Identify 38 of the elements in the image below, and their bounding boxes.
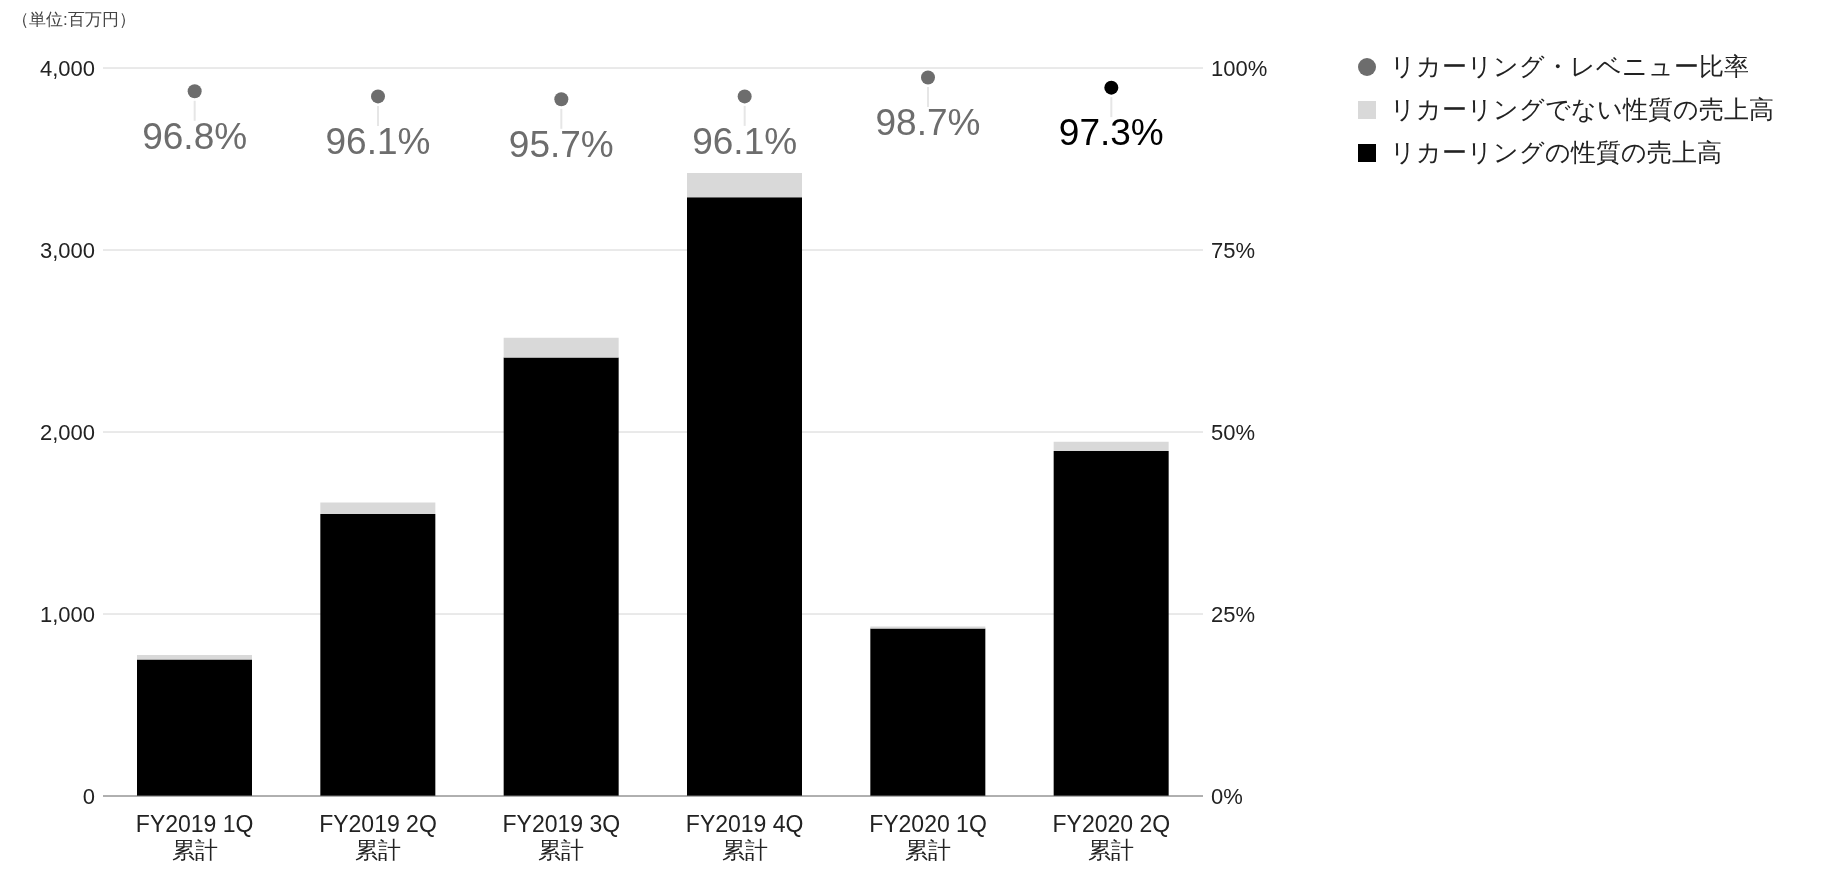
bar	[687, 197, 802, 796]
x-tick-label: FY2020 1Q 累計	[869, 811, 987, 863]
y2-tick-label: 0%	[1211, 783, 1243, 809]
bar	[870, 626, 986, 629]
data-label: 97.3%	[1058, 112, 1164, 154]
x-tick-label: FY2019 4Q 累計	[685, 811, 804, 863]
data-label: 96.1%	[692, 120, 798, 162]
bar	[1053, 451, 1169, 796]
data-label: 95.7%	[508, 123, 614, 165]
bar	[320, 513, 436, 796]
data-label: 98.7%	[875, 101, 981, 143]
x-tick-label: FY2019 3Q 累計	[502, 811, 621, 863]
y2-tick-label: 50%	[1211, 419, 1256, 445]
data-label: 96.8%	[142, 115, 248, 157]
data-label: 96.1%	[325, 120, 431, 162]
bar	[687, 173, 802, 198]
bar	[503, 357, 619, 796]
bar	[1053, 441, 1169, 452]
y-tick-label: 0	[82, 783, 95, 809]
bar	[870, 628, 986, 796]
y2-tick-label: 25%	[1211, 601, 1256, 627]
bar	[137, 659, 252, 796]
bar	[137, 654, 252, 660]
y-tick-label: 4,000	[39, 55, 95, 81]
legend-label: リカーリングでない性質の売上高	[1390, 94, 1774, 125]
y-tick-label: 1,000	[39, 601, 95, 627]
text: （単位:百万円）	[12, 9, 136, 31]
x-tick-label: FY2020 2Q 累計	[1052, 811, 1171, 863]
bar	[503, 337, 619, 358]
x-tick-label: FY2019 1Q 累計	[135, 811, 254, 863]
y2-tick-label: 75%	[1211, 237, 1256, 263]
legend-label: リカーリングの性質の売上高	[1390, 137, 1722, 168]
legend-label: リカーリング・レベニュー比率	[1390, 51, 1749, 82]
y-tick-label: 3,000	[39, 237, 95, 263]
x-tick-label: FY2019 2Q 累計	[319, 811, 437, 863]
y-tick-label: 2,000	[39, 419, 95, 445]
bar	[320, 502, 436, 514]
y2-tick-label: 100%	[1211, 55, 1268, 81]
